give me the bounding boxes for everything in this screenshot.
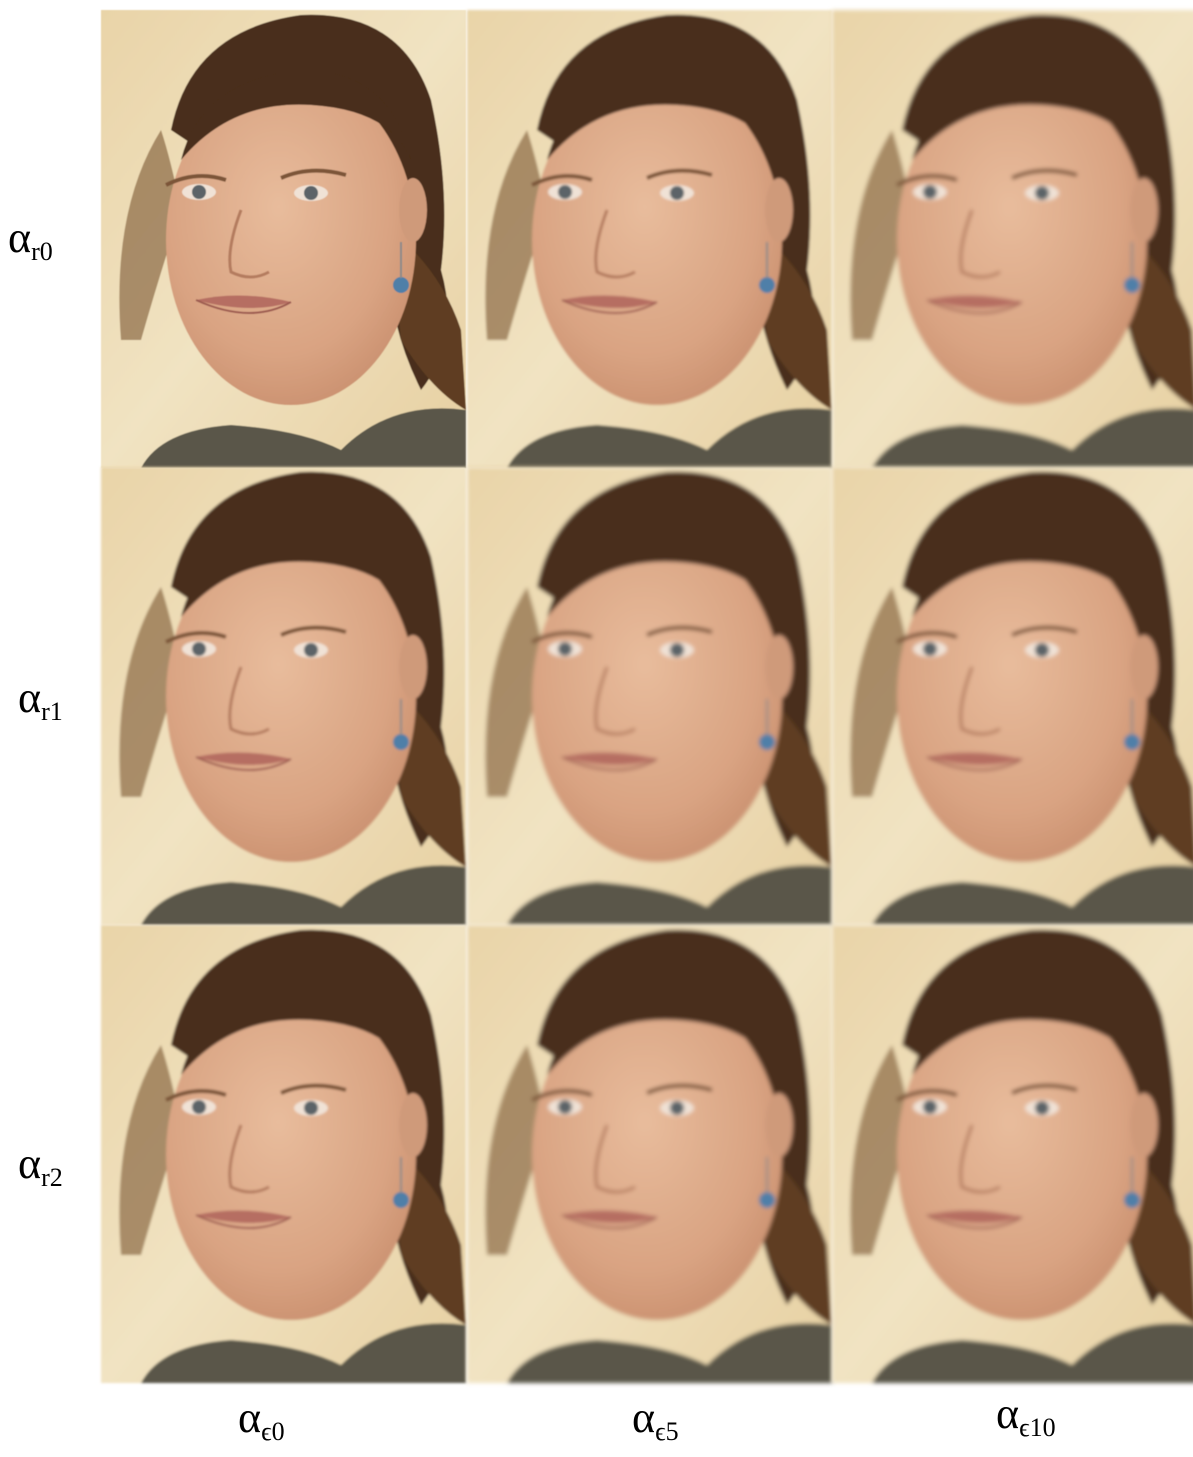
column-label-text: αϵ5 [632,1393,679,1446]
face-image [467,467,832,925]
face-image [832,10,1193,468]
face-image [467,10,832,468]
face-image [832,925,1193,1383]
image-grid [101,10,1193,1383]
row-label-text: αr1 [18,673,63,726]
column-label-text: αϵ10 [996,1389,1056,1442]
row-label-text: αr2 [18,1139,63,1192]
face-image [101,925,466,1383]
row-label-text: αr0 [8,213,53,266]
row-label: αr0 αr1 αr2 [8,213,63,1192]
face-image [101,467,466,925]
face-image [101,10,466,468]
face-image [467,925,832,1383]
column-label: αϵ0 αϵ5 αϵ10 [238,1389,1056,1446]
column-label-text: αϵ0 [238,1393,285,1446]
figure: αr0 αr1 αr2 αϵ0 αϵ5 αϵ10 [0,0,1193,1457]
page: {"row_labels": [ {"symbol": "α", "subscr… [0,0,1193,1457]
face-image [832,467,1193,925]
